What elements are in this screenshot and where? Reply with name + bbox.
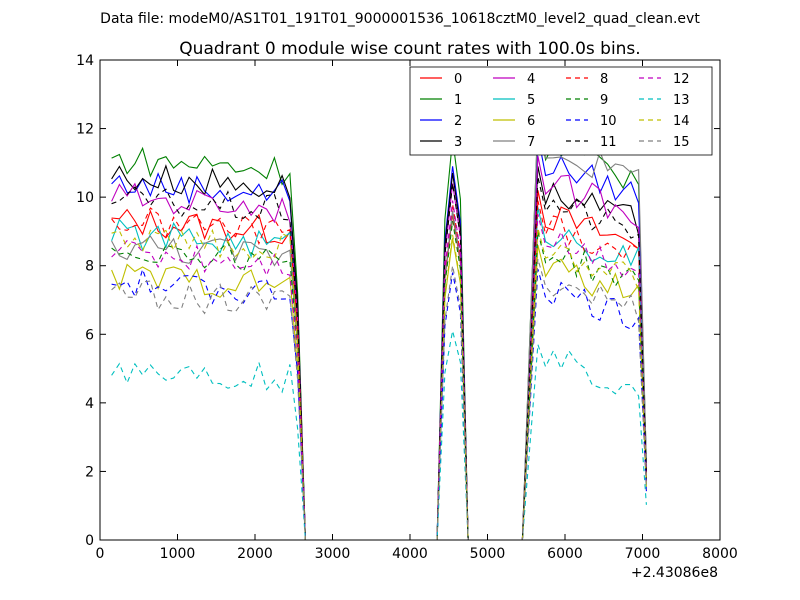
y-tick-label: 6 (85, 327, 94, 343)
series-line-6 (111, 238, 647, 541)
legend-label-8: 8 (600, 72, 608, 87)
legend-label-11: 11 (600, 135, 617, 150)
legend-label-13: 13 (673, 93, 690, 108)
legend-label-10: 10 (600, 114, 617, 129)
x-tick-label: 7000 (625, 546, 661, 562)
x-tick-label: 8000 (702, 546, 738, 562)
x-tick-label: 5000 (470, 546, 506, 562)
legend-label-1: 1 (454, 93, 462, 108)
series-line-12 (111, 200, 647, 541)
series-line-3 (111, 164, 647, 541)
series-line-15 (111, 258, 647, 541)
series-line-13 (111, 330, 647, 541)
legend-label-4: 4 (527, 72, 535, 87)
y-tick-label: 4 (85, 396, 94, 412)
series-line-10 (111, 267, 647, 541)
x-offset-label: +2.43086e8 (631, 565, 718, 581)
legend-label-7: 7 (527, 135, 535, 150)
y-tick-label: 8 (85, 259, 94, 275)
legend-label-2: 2 (454, 114, 462, 129)
x-tick-label: 6000 (547, 546, 583, 562)
chart-title: Quadrant 0 module wise count rates with … (179, 39, 640, 59)
series-line-14 (111, 227, 647, 541)
y-tick-label: 10 (76, 190, 94, 206)
series-line-7 (111, 118, 647, 541)
x-tick-label: 2000 (237, 546, 273, 562)
suptitle: Data file: modeM0/AS1T01_191T01_90000015… (100, 11, 700, 27)
x-tick-label: 1000 (160, 546, 196, 562)
legend-label-12: 12 (673, 72, 690, 87)
series-line-8 (111, 200, 647, 541)
x-axis: 0 1000 2000 3000 4000 5000 6000 7000 8000 (96, 60, 738, 562)
series-layer (111, 118, 647, 541)
legend-label-9: 9 (600, 93, 608, 108)
legend-label-0: 0 (454, 72, 462, 87)
y-tick-label: 14 (76, 53, 94, 69)
x-tick-label: 4000 (392, 546, 428, 562)
legend-label-5: 5 (527, 93, 535, 108)
legend-label-3: 3 (454, 135, 462, 150)
x-tick-label: 0 (96, 546, 105, 562)
y-tick-label: 0 (85, 533, 94, 549)
legend-label-14: 14 (673, 114, 690, 129)
y-tick-label: 12 (76, 122, 94, 138)
series-line-5 (111, 207, 647, 541)
legend-frame (409, 66, 713, 156)
legend-label-6: 6 (527, 114, 535, 129)
series-line-9 (111, 221, 647, 541)
legend-label-15: 15 (673, 135, 690, 150)
y-tick-label: 2 (85, 464, 94, 480)
series-line-11 (111, 176, 647, 541)
x-tick-label: 3000 (315, 546, 351, 562)
